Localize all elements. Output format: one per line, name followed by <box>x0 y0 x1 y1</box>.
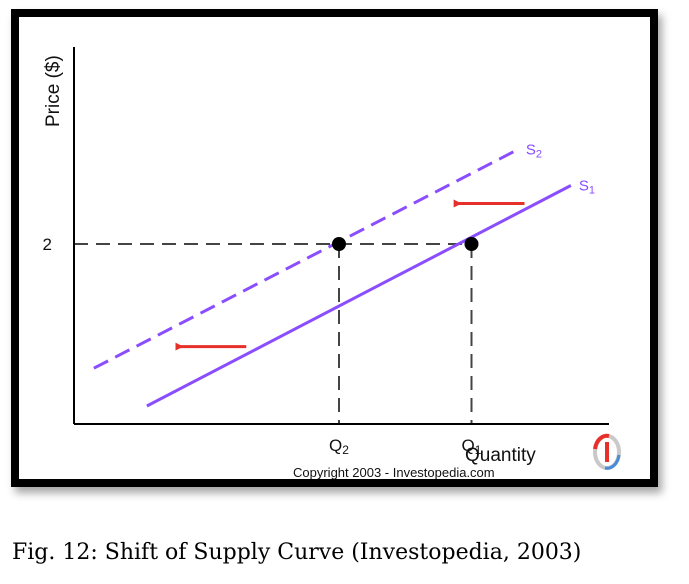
supply-curve-S2 <box>93 148 519 370</box>
figure-caption: Fig. 12: Shift of Supply Curve (Investop… <box>12 540 582 565</box>
x-axis-title: Quantity <box>465 445 536 466</box>
figure-frame: S1 S2 2 Q2 Q1 Price ($) Quantity Copyright 2… <box>11 9 658 487</box>
y-tick-label-1: 2 <box>43 235 52 254</box>
x-tick-label-Q2: Q2 <box>329 436 349 457</box>
curve-label-S2: S2 <box>526 142 542 161</box>
supply-curve-S1 <box>146 184 572 408</box>
x-tick-label-Q1: Q1 <box>462 436 482 457</box>
equilibrium-point-2 <box>464 237 479 251</box>
y-axis-title: Price ($) <box>43 55 64 127</box>
copyright-notice: Copyright 2003 - Investopedia.com <box>293 465 495 479</box>
investopedia-logo-icon <box>593 433 621 470</box>
supply-shift-chart: S1 S2 2 Q2 Q1 Price ($) Quantity Copyright 2… <box>43 47 621 479</box>
equilibrium-point-1 <box>332 237 346 251</box>
curve-label-S1: S1 <box>579 178 595 197</box>
